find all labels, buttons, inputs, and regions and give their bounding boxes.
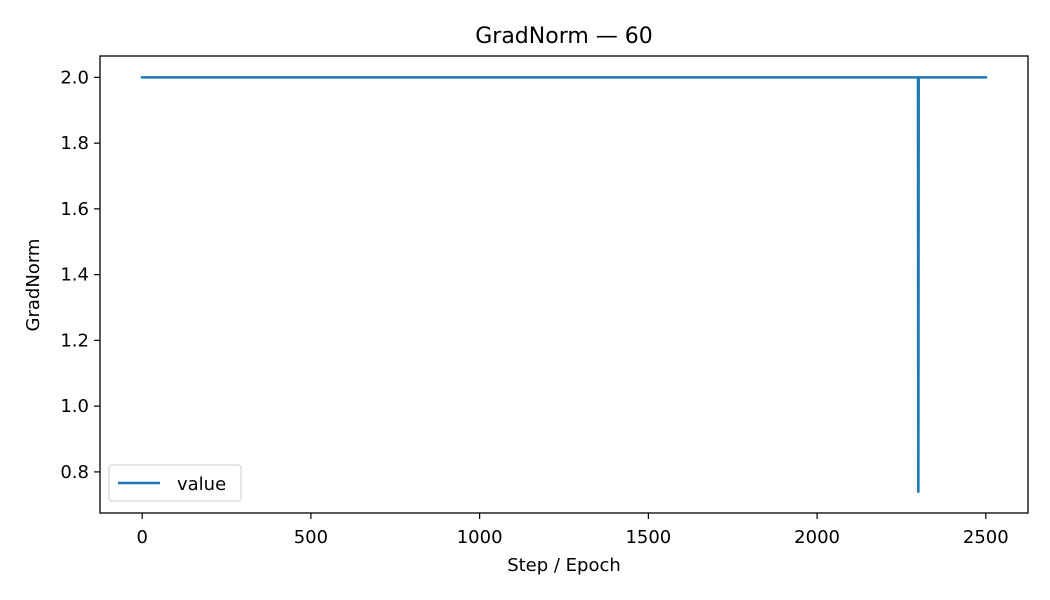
- y-tick-label: 1.4: [60, 265, 89, 286]
- axes-frame: [99, 55, 1029, 514]
- x-tick-label: 2500: [963, 527, 1009, 548]
- y-tick-label: 1.6: [60, 199, 89, 220]
- y-tick-label: 1.2: [60, 330, 89, 351]
- x-axis: 0 500 1000 1500 2000 2500: [136, 513, 1009, 548]
- x-tick-label: 2000: [794, 527, 840, 548]
- x-axis-label: Step / Epoch: [507, 555, 621, 576]
- x-tick-label: 1000: [457, 527, 503, 548]
- y-tick-label: 0.8: [60, 462, 89, 483]
- y-axis: 0.8 1.0 1.2 1.4 1.6 1.8 2.0: [60, 67, 100, 483]
- series-line-0: [140, 76, 988, 493]
- y-tick-label: 1.0: [60, 396, 89, 417]
- chart-title: GradNorm — 60: [475, 24, 653, 49]
- legend: value: [108, 464, 242, 502]
- y-tick-label: 2.0: [60, 67, 89, 88]
- legend-label: value: [177, 474, 226, 495]
- x-tick-label: 0: [136, 527, 147, 548]
- y-tick-label: 1.8: [60, 133, 89, 154]
- x-tick-label: 1500: [625, 527, 671, 548]
- legend-box: [108, 464, 242, 502]
- y-axis-label: GradNorm: [23, 239, 44, 332]
- x-tick-label: 500: [294, 527, 328, 548]
- plot-area: [140, 76, 988, 493]
